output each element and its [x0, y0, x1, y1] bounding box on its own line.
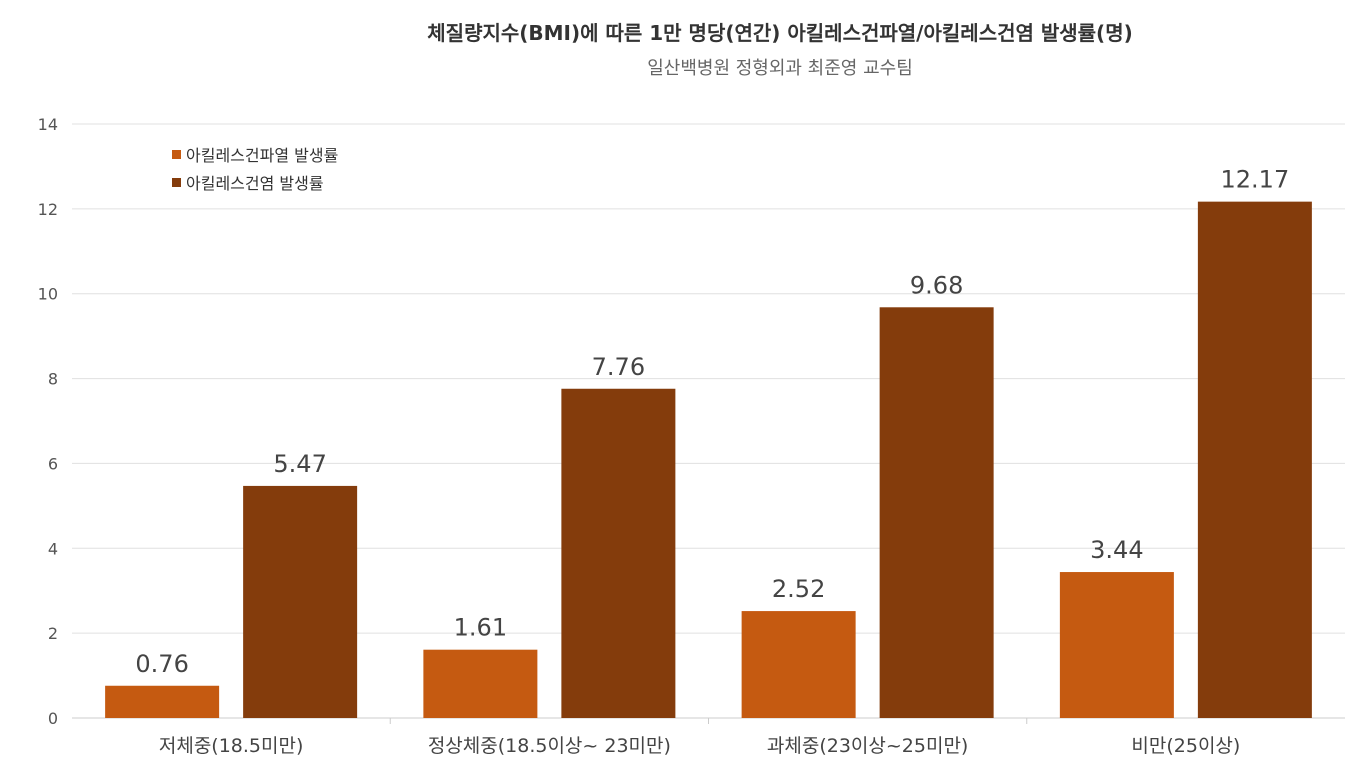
y-tick-label: 6 — [48, 454, 58, 473]
data-label: 0.76 — [135, 650, 188, 678]
legend-label-rupture: 아킬레스건파열 발생률 — [186, 146, 339, 165]
chart-title: 체질량지수(BMI)에 따른 1만 명당(연간) 아킬레스건파열/아킬레스건염 … — [427, 21, 1133, 45]
y-tick-label: 10 — [38, 285, 58, 304]
x-category-label: 저체중(18.5미만) — [159, 735, 304, 757]
bar-rupture — [1059, 572, 1174, 718]
data-label: 1.61 — [454, 614, 507, 642]
legend-item-tendinitis: 아킬레스건염 발생률 — [172, 168, 338, 196]
data-label: 12.17 — [1221, 166, 1290, 194]
bar-tendinitis — [561, 388, 676, 718]
x-category-label: 과체중(23이상~25미만) — [767, 735, 968, 757]
bar-rupture — [741, 611, 856, 718]
data-label: 5.47 — [273, 450, 326, 478]
bar-rupture — [423, 649, 538, 718]
y-tick-label: 8 — [48, 370, 58, 389]
x-category-label: 정상체중(18.5이상~ 23미만) — [428, 735, 671, 757]
data-label: 3.44 — [1090, 536, 1143, 564]
legend-label-tendinitis: 아킬레스건염 발생률 — [186, 174, 324, 193]
y-tick-label: 4 — [48, 539, 58, 558]
y-tick-label: 0 — [48, 709, 58, 728]
legend-swatch-rupture — [172, 149, 181, 159]
legend: 아킬레스건파열 발생률 아킬레스건염 발생률 — [172, 140, 338, 196]
legend-swatch-tendinitis — [172, 177, 181, 187]
bar-tendinitis — [243, 485, 358, 718]
x-category-label: 비만(25이상) — [1131, 735, 1240, 757]
bar-rupture — [105, 685, 220, 718]
data-label: 9.68 — [910, 271, 963, 299]
data-label: 7.76 — [592, 353, 645, 381]
data-label: 2.52 — [772, 575, 825, 603]
chart-subtitle: 일산백병원 정형외과 최준영 교수팀 — [647, 58, 913, 79]
bar-tendinitis — [1197, 201, 1312, 718]
y-tick-label: 12 — [38, 200, 58, 219]
y-tick-label: 2 — [48, 624, 58, 643]
bar-tendinitis — [879, 307, 994, 718]
y-tick-label: 14 — [38, 115, 58, 134]
legend-item-rupture: 아킬레스건파열 발생률 — [172, 140, 338, 168]
